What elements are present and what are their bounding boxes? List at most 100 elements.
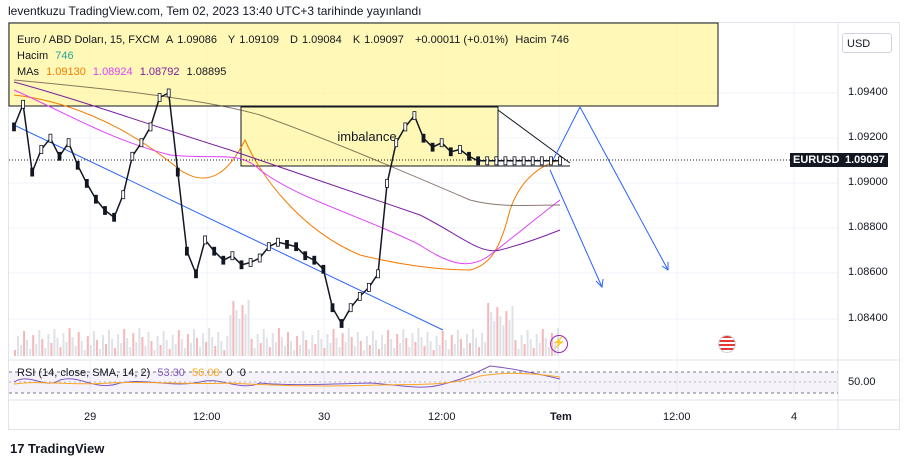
volume-bar: [435, 336, 438, 356]
volume-bar: [538, 343, 541, 356]
volume-bar: [344, 342, 347, 356]
y-tick: 1.09200: [848, 131, 888, 143]
volume-bar: [323, 348, 326, 356]
volume-bar: [229, 315, 232, 356]
volume-bar: [83, 350, 86, 356]
price-candle: [294, 242, 299, 252]
y-tick: 1.09000: [848, 176, 888, 188]
volume-bar: [499, 316, 502, 356]
volume-bar: [526, 330, 529, 356]
volume-bar: [214, 346, 217, 356]
volume-bar: [259, 343, 262, 356]
price-candle: [448, 147, 453, 157]
dividend-event-icon[interactable]: ⚡: [550, 335, 568, 353]
currency-button[interactable]: USD: [842, 33, 892, 53]
price-candle: [139, 138, 144, 148]
volume-bar: [171, 335, 174, 356]
price-candle: [230, 251, 235, 261]
triangle-upper-line: [497, 109, 571, 164]
price-candle: [203, 235, 208, 245]
volume-bar: [544, 338, 547, 356]
price-candle: [457, 145, 462, 154]
price-candle: [157, 93, 162, 102]
legend-symbol-row: Euro / ABD Doları, 15, FXCM A 1.09086 Y 1.…: [17, 33, 577, 48]
price-candle: [430, 142, 435, 152]
price-candle: [512, 156, 517, 166]
volume-bar: [290, 341, 292, 356]
volume-bar: [217, 332, 220, 356]
ma-value-2: 1.08924: [92, 66, 133, 78]
volume-bar: [441, 331, 444, 356]
volume-bar: [338, 347, 341, 356]
mas-label: MAs: [17, 66, 39, 78]
price-candle: [175, 167, 180, 177]
volume-bar: [126, 338, 129, 356]
volume-bar: [153, 350, 156, 356]
volume-bar: [220, 341, 223, 356]
volume-bar: [472, 329, 474, 356]
volume-bar: [371, 331, 374, 356]
price-candle: [221, 255, 226, 265]
volume-bar: [156, 336, 159, 356]
volume-bar: [232, 301, 235, 356]
volume-bar: [408, 347, 411, 356]
us-flag-event-icon[interactable]: [718, 335, 736, 353]
volume-bar: [186, 334, 189, 356]
volume-bar: [38, 330, 41, 356]
volume-bar: [56, 338, 59, 356]
close-value: K 1.09097: [352, 34, 404, 46]
volume-bar: [311, 335, 314, 356]
price-candle: [30, 167, 35, 177]
price-candle: [48, 133, 53, 143]
volume-bar: [417, 328, 420, 356]
volume-bar: [14, 350, 16, 356]
volume-bar: [147, 332, 150, 356]
volume-bar: [262, 329, 265, 356]
volume-bar: [117, 334, 120, 356]
price-candle: [121, 190, 126, 200]
volume-bar: [356, 332, 359, 356]
rsi-label: RSI (14, close, SMA, 14, 2): [17, 367, 151, 379]
volume-bar: [98, 349, 101, 356]
price-candle: [494, 156, 499, 166]
volume-bar: [502, 325, 505, 356]
volume-bar: [459, 339, 462, 356]
x-tick: Tem: [550, 411, 572, 423]
volume-bar: [202, 333, 205, 356]
volume-bar: [105, 344, 107, 356]
price-candle: [112, 212, 116, 222]
volume-bar: [59, 347, 62, 356]
volume-bar: [183, 348, 186, 356]
volume-value: 746: [55, 50, 74, 62]
x-tick: 30: [318, 411, 331, 423]
volume-bar: [74, 346, 77, 356]
volume-bar: [493, 321, 496, 356]
volume-bar: [235, 310, 238, 356]
rsi-legend: RSI (14, close, SMA, 14, 2) 53.30 56.08 …: [17, 366, 250, 381]
volume-bar: [462, 348, 465, 356]
volume-bar: [447, 349, 450, 356]
volume-bar: [86, 336, 89, 356]
volume-bar: [314, 344, 317, 356]
volume-bar: [423, 346, 426, 356]
volume-bar: [296, 336, 299, 356]
price-candle: [357, 291, 362, 301]
volume-bar: [65, 342, 68, 356]
volume-bar: [420, 337, 423, 356]
rsi-axis-tick: 50.00: [848, 376, 876, 388]
volume-bar: [287, 332, 289, 356]
x-tick: 12:00: [428, 411, 456, 423]
y-tick: 1.08400: [848, 312, 888, 324]
volume-bar: [329, 343, 332, 356]
price-candle: [339, 319, 344, 328]
volume-bar: [511, 306, 514, 356]
price-candle: [485, 156, 490, 166]
volume-bar: [384, 344, 387, 356]
volume-bar: [332, 329, 335, 356]
volume-bar: [375, 340, 377, 356]
volume-bar: [35, 344, 38, 356]
volume-bar: [478, 347, 481, 356]
volume-bar: [189, 343, 192, 356]
price-candle: [75, 160, 80, 170]
